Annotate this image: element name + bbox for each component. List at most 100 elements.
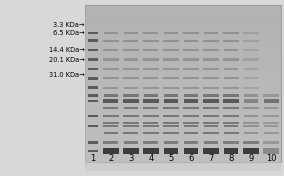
Bar	[164, 32, 178, 34]
Bar	[183, 107, 199, 109]
Bar	[183, 122, 199, 124]
Bar	[103, 148, 119, 154]
Bar	[224, 77, 239, 80]
Bar	[124, 107, 138, 109]
Bar	[224, 49, 238, 51]
Text: 20.1 KDa→: 20.1 KDa→	[49, 57, 85, 63]
Bar	[244, 132, 258, 134]
Bar	[243, 125, 259, 127]
Bar	[124, 87, 138, 89]
Bar	[203, 115, 219, 117]
Bar	[203, 77, 219, 80]
Bar	[164, 94, 178, 97]
Bar	[123, 148, 139, 154]
Bar	[143, 115, 159, 117]
Bar	[123, 115, 139, 117]
Bar	[264, 107, 278, 109]
Bar	[183, 99, 199, 103]
Bar	[123, 49, 139, 51]
Bar	[163, 125, 179, 127]
Bar	[123, 68, 139, 70]
Bar	[203, 68, 219, 70]
Bar	[224, 125, 238, 127]
Bar	[163, 58, 179, 61]
Bar	[204, 32, 218, 34]
Bar	[223, 122, 239, 124]
Bar	[143, 122, 158, 124]
Bar	[103, 58, 119, 61]
Bar	[143, 99, 158, 103]
Bar	[143, 58, 159, 61]
Bar	[85, 5, 281, 162]
Bar	[123, 99, 139, 103]
Bar	[103, 141, 118, 144]
Bar	[124, 58, 138, 61]
Bar	[243, 32, 259, 34]
Text: 31.0 KDa→: 31.0 KDa→	[49, 72, 85, 78]
Text: 3: 3	[128, 154, 133, 163]
Bar	[203, 94, 219, 97]
Bar	[143, 68, 159, 70]
Text: 2: 2	[108, 154, 114, 163]
Bar	[183, 58, 199, 61]
Bar	[163, 77, 179, 80]
Bar	[103, 68, 119, 70]
Bar	[87, 68, 99, 70]
Bar	[143, 132, 159, 134]
Bar	[203, 40, 219, 42]
Bar	[223, 40, 239, 42]
Text: 8: 8	[228, 154, 234, 163]
Bar	[104, 32, 118, 34]
Bar	[164, 148, 178, 154]
Bar	[203, 87, 219, 89]
Bar	[244, 77, 258, 80]
Bar	[123, 77, 139, 80]
Bar	[263, 115, 279, 117]
Bar	[164, 99, 178, 103]
Bar	[124, 32, 138, 34]
Bar	[123, 125, 139, 127]
Bar	[143, 49, 158, 51]
Bar	[223, 32, 239, 34]
Bar	[103, 122, 119, 124]
Bar	[243, 122, 259, 124]
Bar	[87, 125, 99, 127]
Bar	[223, 115, 239, 117]
Bar	[184, 40, 198, 42]
Text: 4: 4	[148, 154, 154, 163]
Bar	[243, 49, 259, 51]
Text: 5: 5	[168, 154, 174, 163]
Bar	[143, 32, 158, 34]
Bar	[244, 115, 258, 117]
Bar	[163, 122, 179, 124]
Bar	[87, 100, 99, 102]
Bar	[87, 32, 99, 34]
Bar	[103, 115, 119, 117]
Bar	[87, 39, 99, 42]
Text: 1: 1	[90, 154, 96, 163]
Bar	[143, 107, 158, 109]
Bar	[264, 125, 278, 127]
Bar	[163, 68, 179, 70]
Bar	[87, 77, 99, 80]
Bar	[183, 77, 199, 80]
Bar	[263, 94, 279, 97]
Bar	[264, 132, 279, 134]
Bar	[243, 148, 259, 154]
Bar	[103, 107, 118, 109]
Text: 6: 6	[188, 154, 194, 163]
Bar	[203, 49, 219, 51]
Bar	[123, 122, 139, 124]
Bar	[87, 86, 99, 89]
Bar	[224, 68, 238, 70]
Bar	[103, 99, 118, 103]
Bar	[244, 94, 258, 97]
Bar	[223, 58, 239, 61]
Text: 6.5 KDa→: 6.5 KDa→	[53, 30, 85, 36]
Bar	[123, 40, 139, 42]
Bar	[87, 49, 99, 51]
Bar	[183, 68, 199, 70]
Bar	[243, 58, 259, 61]
Bar	[183, 32, 199, 34]
Bar	[183, 141, 199, 144]
